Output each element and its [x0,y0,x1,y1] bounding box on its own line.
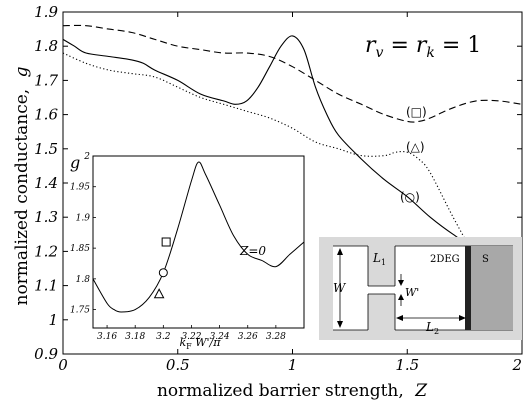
y-tick-label: 1.6 [34,106,58,124]
y-tick-label: 1.4 [34,174,58,192]
y-tick-label: 1.2 [34,242,58,260]
inset-x-tick-label: 3.22 [181,332,201,342]
schematic-label-w: W [333,281,347,295]
inset-marker-square [161,237,171,247]
inset-x-tick-label: 3.28 [266,332,286,342]
superconductor-region [471,246,513,330]
x-tick-label: 1.5 [395,356,419,374]
schematic-label-l1: L1 [372,251,386,267]
x-tick-label: 0 [58,356,68,374]
schematic-label-2deg: 2DEG [430,254,460,265]
constriction-upper-block [368,246,395,286]
main-series-group [62,24,523,321]
x-axis-label-text: normalized barrier strength, [157,381,404,401]
series-line-circle [62,35,523,259]
barrier-strip [465,246,471,330]
inset-x-tick-label: 3.18 [125,332,145,342]
inset-marker-circle [158,268,168,278]
inset-y-tick-label: 1.75 [70,306,90,316]
y-axis-label: normalized conductance, g [12,66,32,305]
y-axis-label-var: g [12,66,32,77]
y-tick-label: 1.8 [34,37,58,55]
inset-x-tick-label: 3.26 [238,332,258,342]
parameter-annotation: rv = rk = 1 [365,33,481,61]
y-tick-label: 1.1 [34,277,58,295]
inset-x-tick-label: 3.2 [156,332,171,342]
y-tick-label: 1.5 [34,140,58,158]
curve-label-square: (□) [406,105,427,119]
constriction-lower-block [368,294,395,330]
inset-y-axis-label: g [70,153,80,172]
inset-tick-group: 3.16 3.18 3.2 3.22 3.24 3.26 3.28 1.75 1.8 1.85 1.… [70,152,286,342]
device-schematic: W W' L1 L2 2DEG S [319,237,522,340]
y-axis-label-text: normalized conductance, [12,89,32,306]
inset-y-tick-label: 1.8 [76,275,91,285]
inset-marker-group [153,237,171,299]
y-tick-label: 1.3 [34,208,58,226]
inset-y-tick-label: 2 [83,152,90,162]
schematic-label-l2: L2 [425,320,439,336]
x-tick-label: 2 [511,356,522,374]
curve-label-triangle: (△) [406,140,425,154]
y-tick-label: 0.9 [34,345,58,363]
inset-annotation: Z=0 [239,244,266,258]
x-axis-label-var: Z [414,381,428,401]
inset-y-tick-label: 1.85 [70,244,90,254]
series-line-triangle [62,52,523,321]
inset-x-tick-label: 3.16 [97,332,117,342]
x-axis-label: normalized barrier strength, Z [157,381,428,401]
y-tick-label: 1.9 [34,3,58,21]
inset-marker-triangle [153,288,165,299]
inset-y-tick-label: 1.9 [76,213,91,223]
inset-x-tick-label: 3.24 [210,332,230,342]
inset-x-axis-label: kF W'/π [180,336,222,351]
y-tick-label: 1 [48,311,58,329]
schematic-label-w-prime: W' [405,286,419,299]
x-tick-label: 1 [288,356,298,374]
inset-y-tick-label: 1.95 [70,183,90,193]
inset-series-group [92,161,305,313]
inset-background [93,156,304,328]
schematic-label-s: S [482,254,489,265]
inset-series-line [92,161,305,313]
x-tick-label: 0.5 [166,356,190,374]
y-tick-label: 1.7 [34,71,58,89]
series-line-square [62,24,523,123]
curve-label-circle: (○) [400,190,420,204]
